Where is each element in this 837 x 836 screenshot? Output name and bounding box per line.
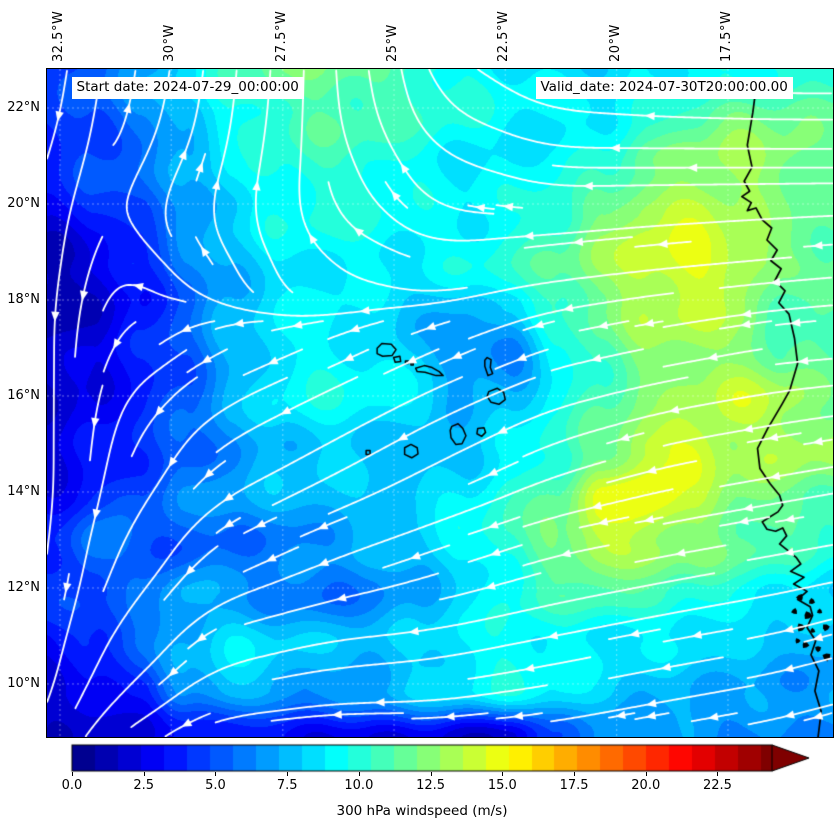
y-tick-label: 16°N (7, 387, 40, 403)
x-tick-label: 27.5°W (273, 10, 289, 62)
y-tick-label: 14°N (7, 483, 40, 499)
colorbar-tick (358, 772, 360, 776)
colorbar-tick (717, 772, 719, 776)
y-tick-label: 20°N (7, 196, 40, 211)
y-tick-label: 18°N (7, 291, 40, 307)
colorbar-tick (574, 772, 576, 776)
x-tick-label: 30°W (162, 24, 178, 62)
colorbar-tick-label: 10.0 (344, 778, 374, 793)
windspeed-map-canvas (46, 68, 833, 737)
x-tick-label: 25°W (385, 24, 401, 62)
valid-date-annotation: Valid_date: 2024-07-30T20:00:00.00 (535, 76, 793, 99)
colorbar-tick (430, 772, 432, 776)
colorbar-tick-label: 17.5 (559, 778, 589, 793)
y-tick-label: 22°N (7, 100, 40, 115)
y-tick-label: 10°N (7, 675, 40, 691)
start-date-annotation: Start date: 2024-07-29_00:00:00 (71, 76, 304, 99)
x-tick-label: 22.5°W (496, 10, 512, 62)
colorbar-tick (645, 772, 647, 776)
colorbar-tick-label: 12.5 (416, 778, 446, 793)
colorbar-tick-label: 7.5 (276, 778, 298, 793)
colorbar-label: 300 hPa windspeed (m/s) (336, 803, 508, 819)
colorbar-canvas (70, 743, 814, 773)
colorbar-tick-label: 2.5 (133, 778, 155, 793)
colorbar-tick-label: 15.0 (487, 778, 517, 793)
colorbar-tick (72, 772, 73, 776)
colorbar-tick-label: 20.0 (631, 778, 661, 793)
colorbar-tick-label: 0.0 (61, 778, 83, 793)
colorbar-tick (287, 772, 289, 776)
colorbar-tick-label: 5.0 (205, 778, 226, 793)
x-tick-label: 20°W (607, 24, 623, 62)
colorbar-tick (502, 772, 504, 776)
colorbar-tick (143, 772, 145, 776)
x-tick-label: 17.5°W (718, 10, 734, 62)
map-frame: Start date: 2024-07-29_00:00:00 Valid_da… (45, 67, 834, 738)
y-tick-label: 12°N (7, 579, 40, 595)
x-tick-label: 32.5°W (50, 10, 66, 62)
colorbar-tick-label: 22.5 (703, 778, 732, 793)
colorbar-tick (215, 772, 217, 776)
